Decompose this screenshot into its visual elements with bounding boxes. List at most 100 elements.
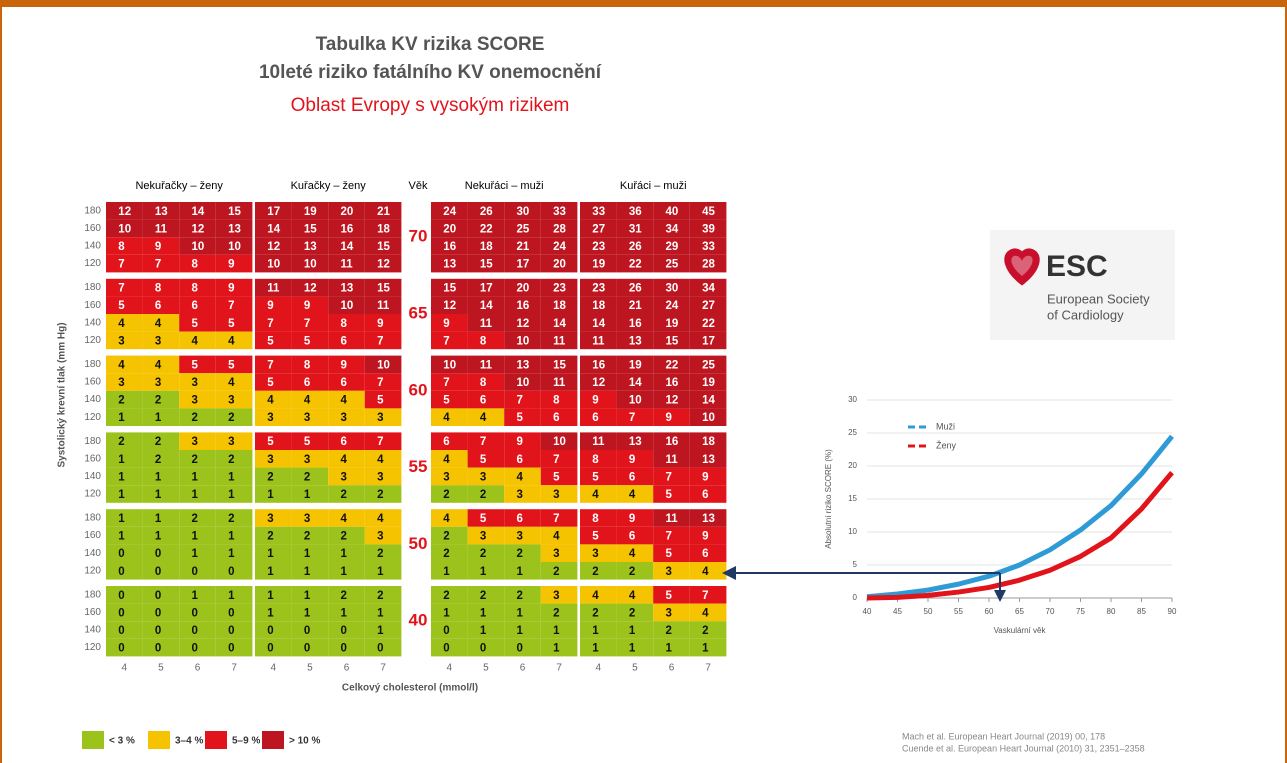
risk-cell: [215, 278, 253, 297]
risk-value: 4: [155, 359, 162, 371]
risk-cell: [653, 526, 690, 545]
risk-cell: [467, 544, 505, 562]
risk-value: 7: [666, 531, 672, 543]
y-tick-label: 5: [853, 560, 858, 569]
risk-cell: [616, 219, 654, 238]
risk-value: 3: [553, 489, 559, 501]
risk-cell: [580, 331, 617, 350]
left-edge: [0, 0, 2, 763]
risk-value: 2: [155, 395, 161, 407]
risk-value: 0: [118, 643, 124, 655]
risk-cell: [106, 432, 143, 450]
risk-cell: [142, 544, 180, 562]
risk-cell: [504, 202, 541, 220]
risk-cell: [291, 621, 329, 639]
risk-value: 9: [228, 283, 234, 295]
legend-label: > 10 %: [289, 736, 321, 747]
risk-cell: [540, 603, 578, 622]
risk-value: 3: [553, 590, 559, 602]
risk-cell: [255, 526, 292, 545]
risk-value: 25: [666, 259, 679, 271]
risk-value: 4: [118, 318, 125, 330]
title: Tabulka KV rizika SCORE: [316, 34, 545, 55]
risk-cell: [504, 638, 541, 657]
risk-cell: [364, 562, 402, 580]
risk-value: 1: [341, 566, 348, 578]
risk-value: 3: [155, 377, 161, 389]
risk-cell: [142, 278, 180, 297]
risk-cell: [580, 314, 617, 332]
risk-cell: [540, 467, 578, 486]
risk-cell: [255, 485, 292, 503]
risk-value: 5: [228, 359, 235, 371]
risk-value: 2: [341, 590, 347, 602]
risk-value: 7: [480, 436, 486, 448]
risk-cell: [364, 331, 402, 350]
risk-cell: [504, 603, 541, 622]
risk-value: 4: [480, 412, 487, 424]
bp-label: 180: [84, 282, 101, 293]
risk-cell: [179, 373, 216, 391]
risk-cell: [179, 237, 216, 255]
risk-value: 1: [480, 625, 487, 637]
risk-value: 1: [553, 625, 560, 637]
risk-value: 3: [341, 471, 347, 483]
risk-cell: [540, 450, 578, 468]
y-label: Systolický krevní tlak (mm Hg): [57, 322, 68, 467]
risk-value: 10: [304, 259, 317, 271]
risk-cell: [106, 314, 143, 332]
risk-value: 2: [304, 531, 310, 543]
risk-value: 17: [267, 206, 280, 218]
risk-value: 2: [267, 531, 273, 543]
risk-value: 1: [377, 566, 384, 578]
risk-value: 7: [118, 283, 124, 295]
risk-value: 1: [118, 513, 125, 525]
legend-label: Ženy: [936, 440, 957, 450]
risk-value: 3: [304, 454, 310, 466]
risk-value: 6: [155, 300, 161, 312]
risk-cell: [540, 278, 578, 297]
risk-value: 12: [118, 206, 131, 218]
risk-cell: [106, 278, 143, 297]
top-bar: [0, 0, 1287, 7]
x-tick-label: 55: [954, 607, 963, 616]
risk-value: 0: [267, 625, 273, 637]
risk-cell: [431, 254, 468, 273]
risk-cell: [291, 254, 329, 273]
risk-cell: [364, 278, 402, 297]
risk-value: 0: [118, 566, 124, 578]
risk-value: 16: [592, 359, 605, 371]
risk-value: 8: [480, 377, 487, 389]
risk-cell: [467, 278, 505, 297]
risk-cell: [653, 237, 690, 255]
risk-value: 2: [228, 454, 234, 466]
panel-header: Kuřáci – muži: [620, 180, 687, 192]
age-label: 60: [409, 380, 428, 399]
risk-value: 26: [629, 283, 642, 295]
risk-value: 1: [377, 607, 384, 619]
risk-value: 0: [155, 625, 161, 637]
risk-cell: [328, 603, 365, 622]
risk-value: 1: [228, 590, 235, 602]
risk-value: 33: [702, 241, 715, 253]
risk-cell: [364, 202, 402, 220]
risk-value: 2: [267, 471, 273, 483]
risk-value: 7: [267, 359, 273, 371]
series-line: [866, 470, 1174, 601]
risk-value: 1: [155, 489, 162, 501]
legend-label: Muži: [936, 421, 955, 431]
risk-cell: [291, 278, 329, 297]
risk-value: 21: [629, 300, 642, 312]
risk-cell: [106, 562, 143, 580]
risk-value: 7: [443, 377, 449, 389]
risk-cell: [580, 603, 617, 622]
risk-value: 13: [304, 241, 317, 253]
risk-cell: [255, 509, 292, 527]
bp-label: 140: [84, 548, 101, 559]
x-axis-label: Vaskulární věk: [994, 626, 1047, 635]
risk-value: 1: [377, 625, 384, 637]
risk-value: 1: [192, 531, 199, 543]
risk-value: 18: [592, 300, 605, 312]
risk-cell: [291, 296, 329, 314]
risk-value: 0: [267, 643, 273, 655]
